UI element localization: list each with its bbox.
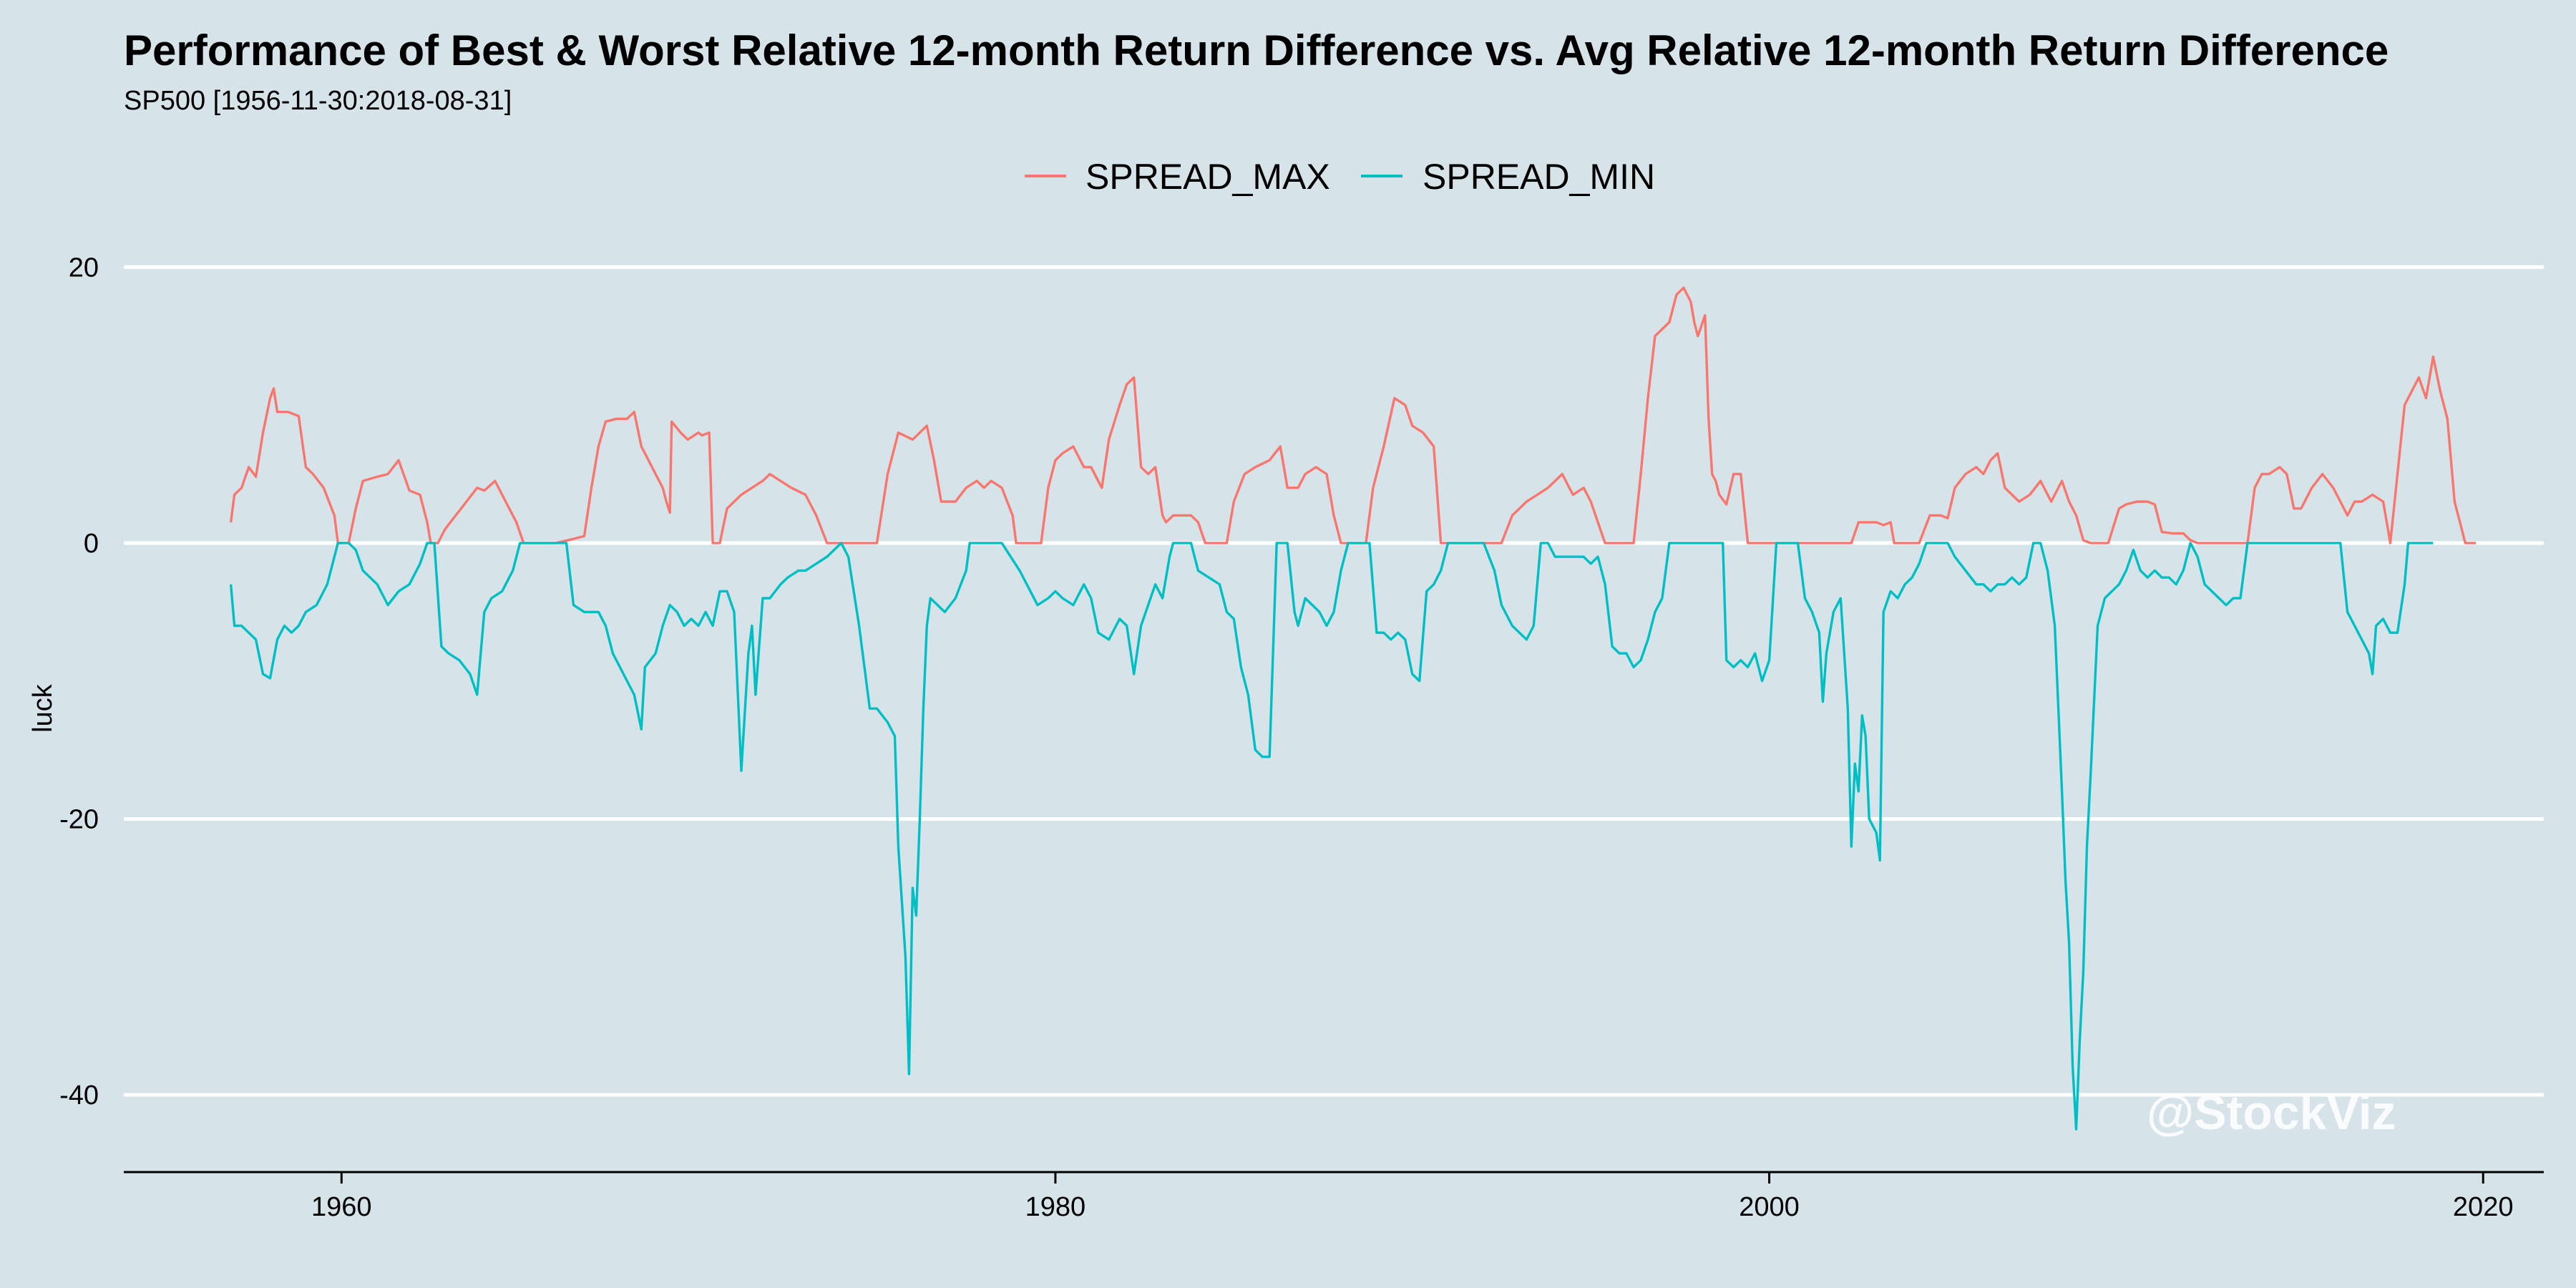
legend: SPREAD_MAX SPREAD_MIN <box>1025 157 1655 197</box>
watermark: @StockViz <box>2147 1085 2396 1140</box>
chart-subtitle: SP500 [1956-11-30:2018-08-31] <box>124 86 512 116</box>
legend-label-spread-min: SPREAD_MIN <box>1423 157 1655 197</box>
x-tick-label: 1980 <box>1025 1192 1086 1222</box>
x-tick-label: 2020 <box>2453 1192 2514 1222</box>
legend-label-spread-max: SPREAD_MAX <box>1085 157 1330 197</box>
y-axis-label: luck <box>28 683 58 733</box>
chart-title: Performance of Best & Worst Relative 12-… <box>124 26 2389 74</box>
y-tick-label: -20 <box>59 804 99 834</box>
y-tick-label: -40 <box>59 1080 99 1111</box>
series-line-spread-max <box>229 286 2477 545</box>
y-tick-label: 0 <box>84 529 99 559</box>
series-lines <box>229 286 2477 1131</box>
y-axis-ticks: 20 0 -20 -40 <box>59 253 99 1111</box>
grid-lines <box>124 265 2544 1097</box>
series-line-spread-min <box>229 542 2434 1131</box>
x-tick-label: 1960 <box>311 1192 372 1222</box>
x-axis: 1960 1980 2000 2020 <box>124 1171 2544 1222</box>
y-tick-label: 20 <box>69 253 99 283</box>
x-tick-label: 2000 <box>1739 1192 1800 1222</box>
